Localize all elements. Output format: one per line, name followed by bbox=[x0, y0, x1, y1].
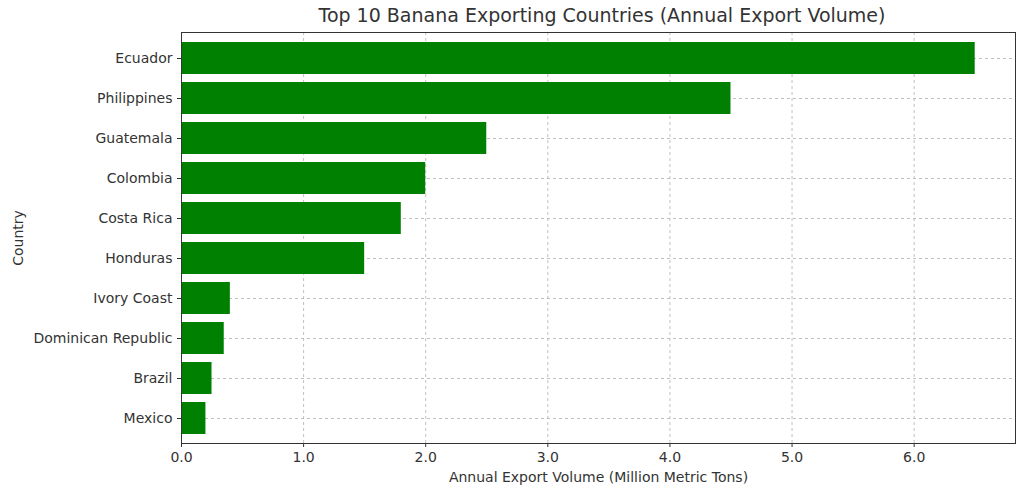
svg-text:Guatemala: Guatemala bbox=[95, 130, 172, 146]
svg-text:3.0: 3.0 bbox=[537, 449, 559, 465]
svg-text:0.0: 0.0 bbox=[170, 449, 192, 465]
svg-text:Annual Export Volume (Million: Annual Export Volume (Million Metric Ton… bbox=[449, 469, 748, 485]
svg-text:4.0: 4.0 bbox=[659, 449, 681, 465]
svg-text:Ivory Coast: Ivory Coast bbox=[93, 290, 173, 306]
svg-text:Costa Rica: Costa Rica bbox=[98, 210, 172, 226]
svg-text:Ecuador: Ecuador bbox=[115, 50, 172, 66]
svg-text:Colombia: Colombia bbox=[107, 170, 173, 186]
svg-text:6.0: 6.0 bbox=[903, 449, 925, 465]
svg-text:Country: Country bbox=[10, 210, 26, 266]
svg-text:5.0: 5.0 bbox=[781, 449, 803, 465]
svg-text:Mexico: Mexico bbox=[124, 410, 173, 426]
html-text:Top 10 Banana Exporting Countr: Top 10 Banana Exporting Countries (Annua… bbox=[318, 4, 886, 26]
svg-text:Dominican Republic: Dominican Republic bbox=[33, 330, 172, 346]
svg-text:Honduras: Honduras bbox=[105, 250, 172, 266]
svg-text:2.0: 2.0 bbox=[415, 449, 437, 465]
svg-text:Philippines: Philippines bbox=[97, 90, 172, 106]
svg-text:1.0: 1.0 bbox=[292, 449, 314, 465]
svg-text:Brazil: Brazil bbox=[133, 370, 172, 386]
